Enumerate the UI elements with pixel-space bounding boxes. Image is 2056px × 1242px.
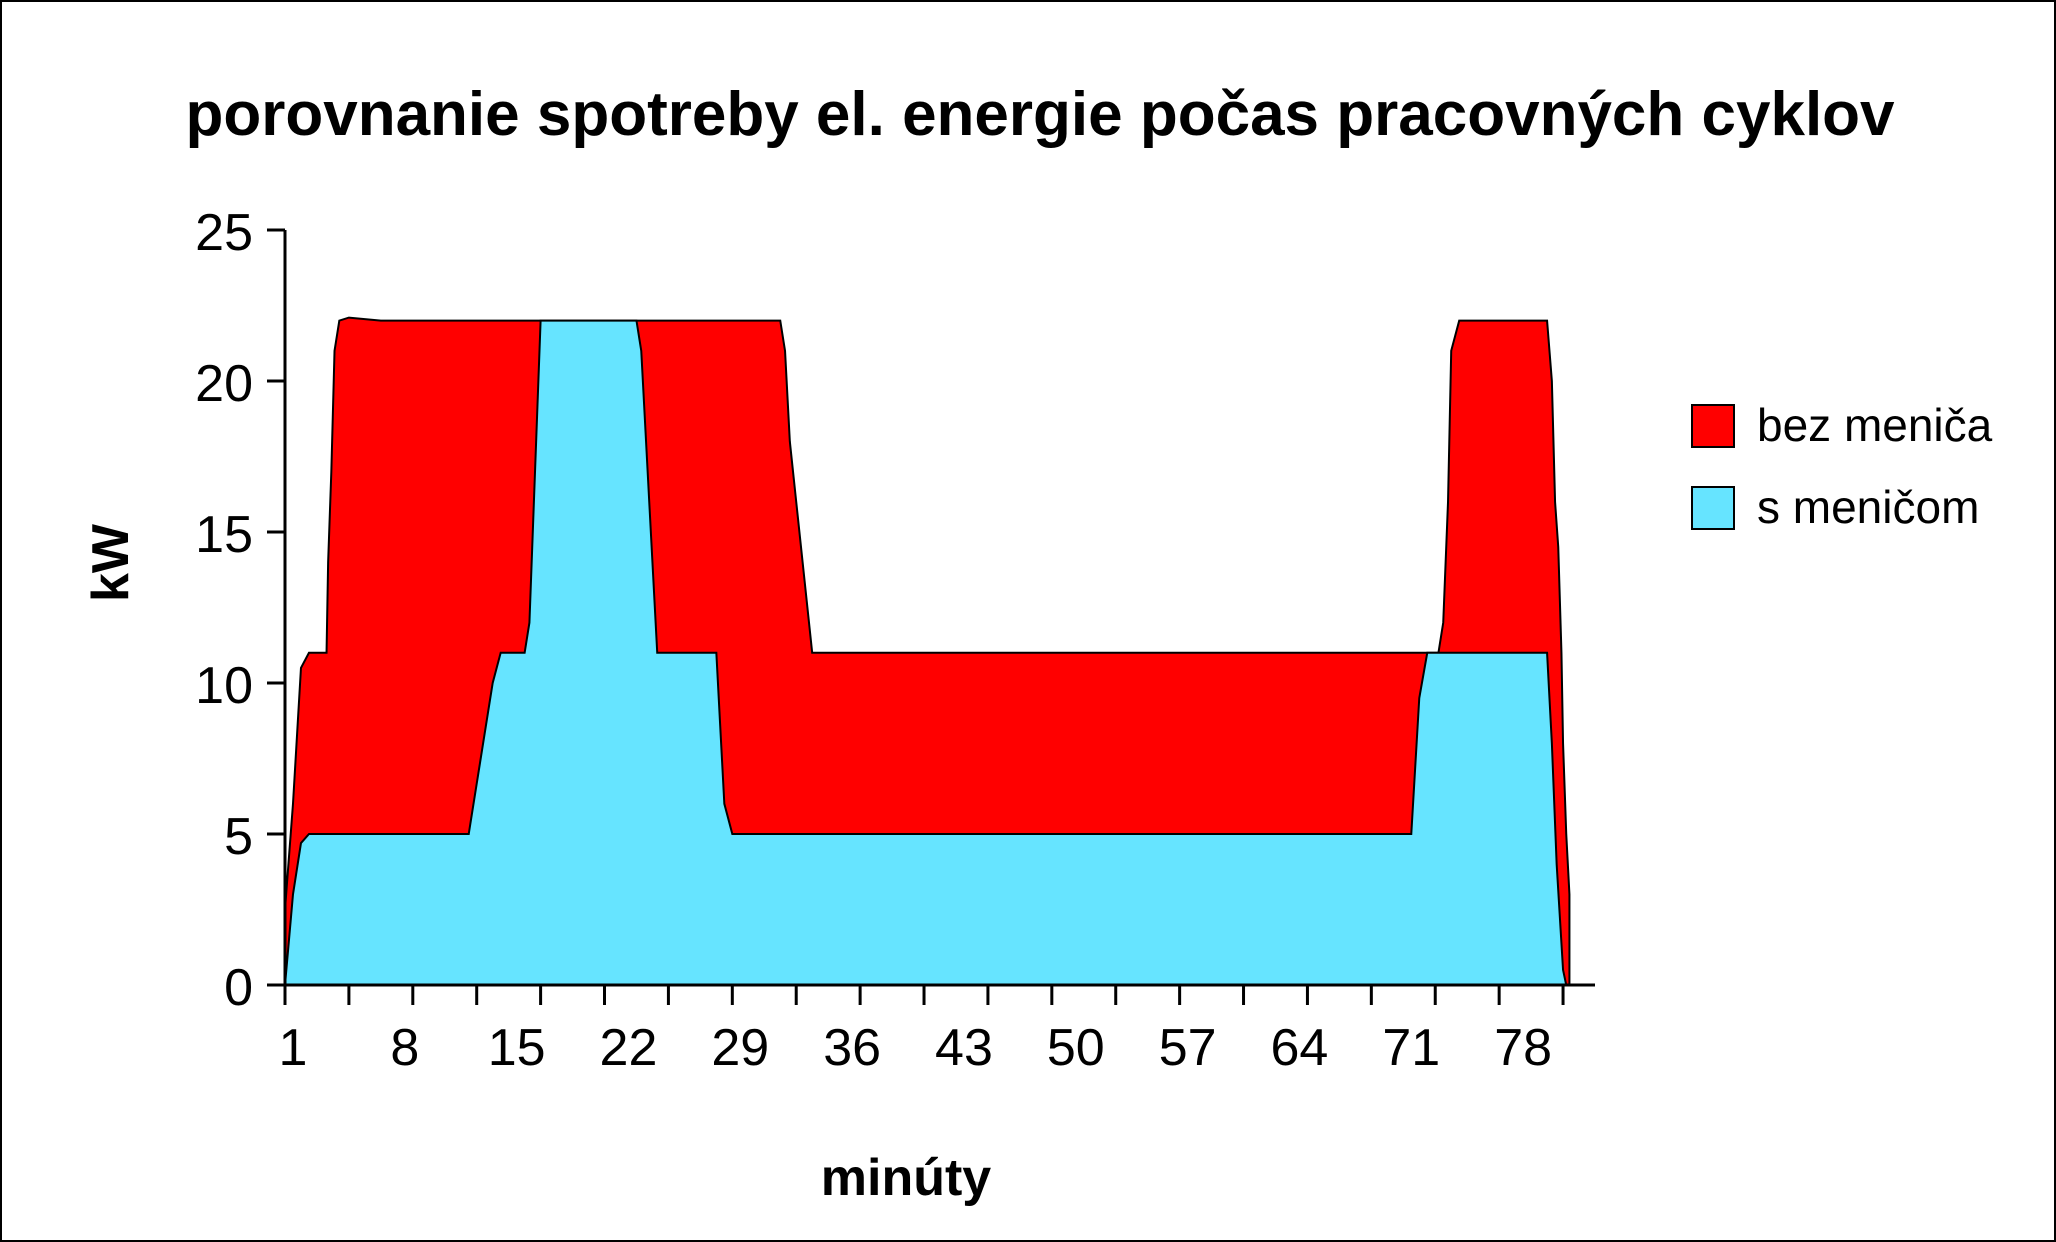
legend-label-2: s meničom: [1757, 481, 1979, 533]
legend-label-1: bez meniča: [1757, 399, 1993, 451]
axes: [283, 230, 1595, 987]
y-tick-label: 10: [195, 657, 253, 715]
y-axis-label: kW: [82, 523, 140, 602]
x-tick-label: 57: [1159, 1019, 1217, 1077]
x-tick-label: 15: [488, 1019, 546, 1077]
y-tick-label: 20: [195, 355, 253, 413]
area-series-2: [283, 319, 1568, 986]
x-tick-label: 36: [823, 1019, 881, 1077]
x-axis-label: minúty: [821, 1149, 992, 1207]
y-axis-ticks: 0 5 10 15 20 25: [195, 204, 285, 1017]
x-tick-label: 8: [390, 1019, 419, 1077]
y-tick-label: 5: [224, 808, 253, 866]
x-tick-label: 29: [711, 1019, 769, 1077]
y-tick-label: 25: [195, 204, 253, 262]
x-tick-label: 71: [1382, 1019, 1440, 1077]
y-tick-label: 15: [195, 506, 253, 564]
x-tick-label: 78: [1494, 1019, 1552, 1077]
y-tick-label: 0: [224, 959, 253, 1017]
x-tick-label: 1: [279, 1019, 308, 1077]
legend-swatch-2: [1691, 486, 1735, 530]
legend-swatch-1: [1691, 404, 1735, 448]
x-tick-label: 22: [600, 1019, 658, 1077]
chart-title: porovnanie spotreby el. energie počas pr…: [185, 80, 1895, 149]
plot-areas: [283, 316, 1571, 986]
x-axis-ticks: 1 8 15 22 29 36 43 50 57 64 71 78: [279, 985, 1565, 1077]
x-tick-label: 64: [1271, 1019, 1329, 1077]
x-tick-label: 43: [935, 1019, 993, 1077]
legend: bez meniča s meničom: [1691, 399, 1993, 533]
x-tick-label: 50: [1047, 1019, 1105, 1077]
